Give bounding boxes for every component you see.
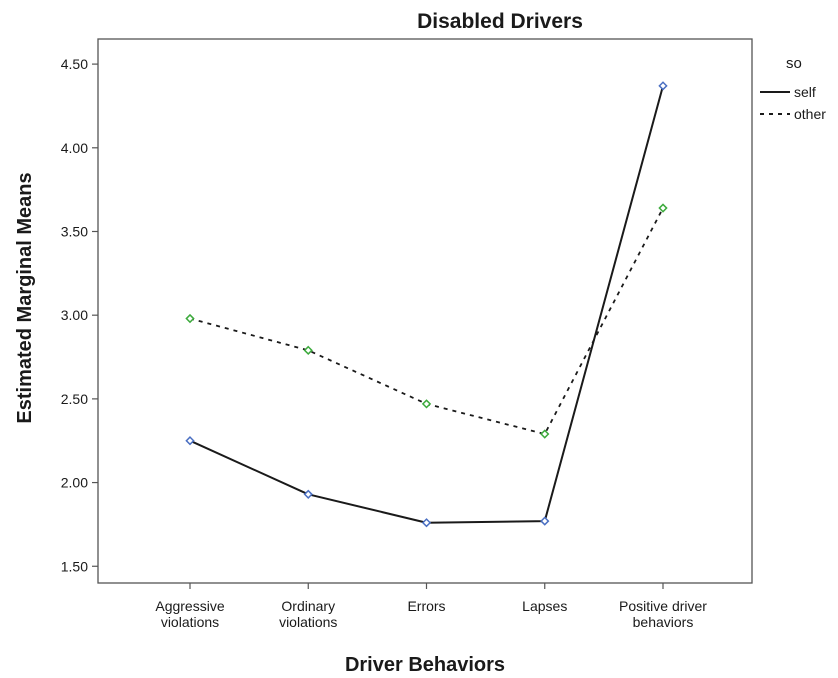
x-tick-label: Lapses: [522, 598, 567, 614]
data-point-other: [540, 429, 550, 439]
legend-title: so: [786, 55, 802, 72]
x-tick-label-line: Positive driver: [619, 598, 707, 614]
legend-label-self: self: [794, 84, 816, 100]
x-tick-label-line: behaviors: [633, 614, 694, 630]
data-point-self: [185, 436, 195, 446]
x-axis-title: Driver Behaviors: [345, 654, 505, 676]
chart-title: Disabled Drivers: [417, 10, 583, 33]
y-tick-label: 3.50: [61, 223, 88, 239]
data-point-self: [421, 518, 432, 528]
x-tick-label-line: violations: [161, 614, 219, 630]
data-point-other: [303, 345, 313, 355]
y-tick-label: 2.50: [61, 391, 88, 407]
x-tick-label-line: Lapses: [522, 598, 567, 614]
data-point-self: [540, 516, 550, 526]
y-axis-title: Estimated Marginal Means: [14, 172, 36, 423]
y-tick-label: 1.50: [61, 558, 88, 574]
x-tick-label: Aggressive violations: [155, 598, 224, 630]
x-tick-label-line: violations: [279, 614, 337, 630]
x-tick-label: Positive driver behaviors: [619, 598, 707, 630]
x-tick-label-line: Errors: [407, 598, 445, 614]
plot-frame: [97, 38, 753, 584]
data-point-self: [303, 489, 313, 499]
data-point-self: [658, 81, 668, 91]
y-tick-label: 3.00: [61, 307, 88, 323]
data-point-other: [421, 399, 432, 409]
data-point-other: [185, 313, 195, 324]
series-line-self: [189, 85, 664, 524]
x-tick-label-line: Aggressive: [155, 598, 224, 614]
x-tick-label-line: Ordinary: [281, 598, 335, 614]
y-tick-label: 4.50: [61, 56, 88, 72]
x-tick-label: Ordinary violations: [279, 598, 337, 630]
y-tick-label: 2.00: [61, 475, 88, 491]
y-tick-label: 4.00: [61, 140, 88, 156]
legend-label-other: other: [794, 106, 826, 122]
data-point-other: [658, 203, 668, 213]
x-tick-label: Errors: [407, 598, 445, 614]
